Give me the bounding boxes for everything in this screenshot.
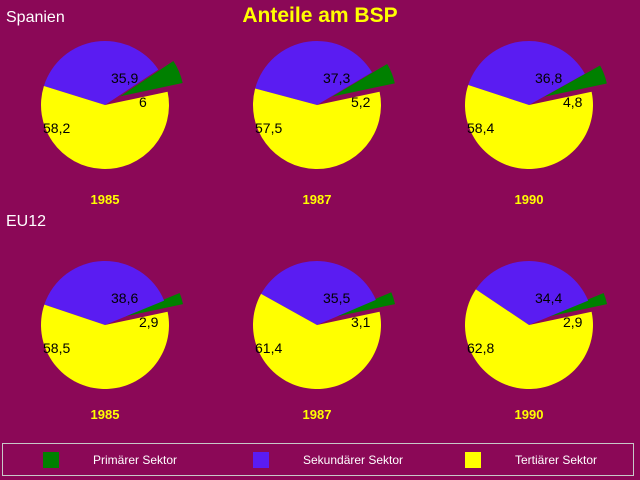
pie-slice-secondary-g1-2 (475, 260, 589, 325)
year-label-g0-0: 1985 (91, 192, 120, 207)
legend: Primärer Sektor Sekundärer Sektor Tertiä… (2, 443, 634, 476)
pie-slice-primary-g0-0 (120, 60, 183, 97)
value-label-secondary-g0-0: 35,9 (111, 70, 138, 86)
value-label-tertiary-g0-2: 58,4 (467, 120, 494, 136)
value-label-primary-g1-2: 2,9 (563, 314, 583, 330)
legend-swatch-secondary (253, 452, 269, 468)
pie-slice-secondary-g0-2 (468, 41, 585, 105)
pie-slice-secondary-g0-0 (43, 41, 159, 105)
value-label-secondary-g1-0: 38,6 (111, 290, 138, 306)
pie-slice-primary-g0-2 (544, 65, 607, 97)
pie-slice-secondary-g1-1 (261, 261, 376, 325)
value-label-primary-g1-0: 2,9 (139, 314, 159, 330)
value-label-tertiary-g1-0: 58,5 (43, 340, 70, 356)
group-label-spanien: Spanien (6, 9, 65, 26)
value-label-tertiary-g1-2: 62,8 (467, 340, 494, 356)
value-label-primary-g0-0: 6 (139, 94, 147, 110)
value-label-secondary-g1-2: 34,4 (535, 290, 562, 306)
value-label-primary-g1-1: 3,1 (351, 314, 371, 330)
pie-slice-tertiary-g0-0 (41, 85, 170, 170)
pie-slice-tertiary-g1-0 (40, 304, 169, 389)
value-label-secondary-g1-1: 35,5 (323, 290, 350, 306)
chart-title: Anteile am BSP (242, 4, 398, 27)
legend-label-secondary: Sekundärer Sektor (303, 453, 404, 467)
pie-slice-secondary-g1-0 (44, 261, 165, 325)
year-label-g1-2: 1990 (515, 407, 544, 422)
pie-slice-secondary-g0-1 (255, 41, 373, 105)
legend-label-primary: Primärer Sektor (93, 453, 178, 467)
value-label-tertiary-g0-1: 57,5 (255, 120, 282, 136)
year-label-g0-1: 1987 (303, 192, 332, 207)
legend-label-tertiary: Tertiärer Sektor (515, 453, 598, 467)
value-label-secondary-g0-1: 37,3 (323, 70, 350, 86)
year-label-g1-0: 1985 (91, 407, 120, 422)
value-label-primary-g0-2: 4,8 (563, 94, 583, 110)
value-label-primary-g0-1: 5,2 (351, 94, 371, 110)
legend-swatch-tertiary (465, 452, 481, 468)
year-label-g0-2: 1990 (515, 192, 544, 207)
year-label-g1-1: 1987 (303, 407, 332, 422)
pie-slice-tertiary-g0-1 (252, 88, 381, 170)
value-label-tertiary-g1-1: 61,4 (255, 340, 282, 356)
value-label-tertiary-g0-0: 58,2 (43, 120, 70, 136)
pie-slice-tertiary-g1-2 (464, 289, 593, 390)
legend-swatch-primary (43, 452, 59, 468)
value-label-secondary-g0-2: 36,8 (535, 70, 562, 86)
pie-slice-primary-g0-1 (332, 63, 395, 97)
pie-charts: 635,9 58,2 1985 5,237,3 57,5 1987 4,836,8 58,4 1… (40, 41, 608, 422)
pie-slice-tertiary-g0-2 (465, 84, 594, 170)
pie-slice-tertiary-g1-1 (253, 293, 382, 390)
group-label-eu12: EU12 (6, 213, 47, 230)
